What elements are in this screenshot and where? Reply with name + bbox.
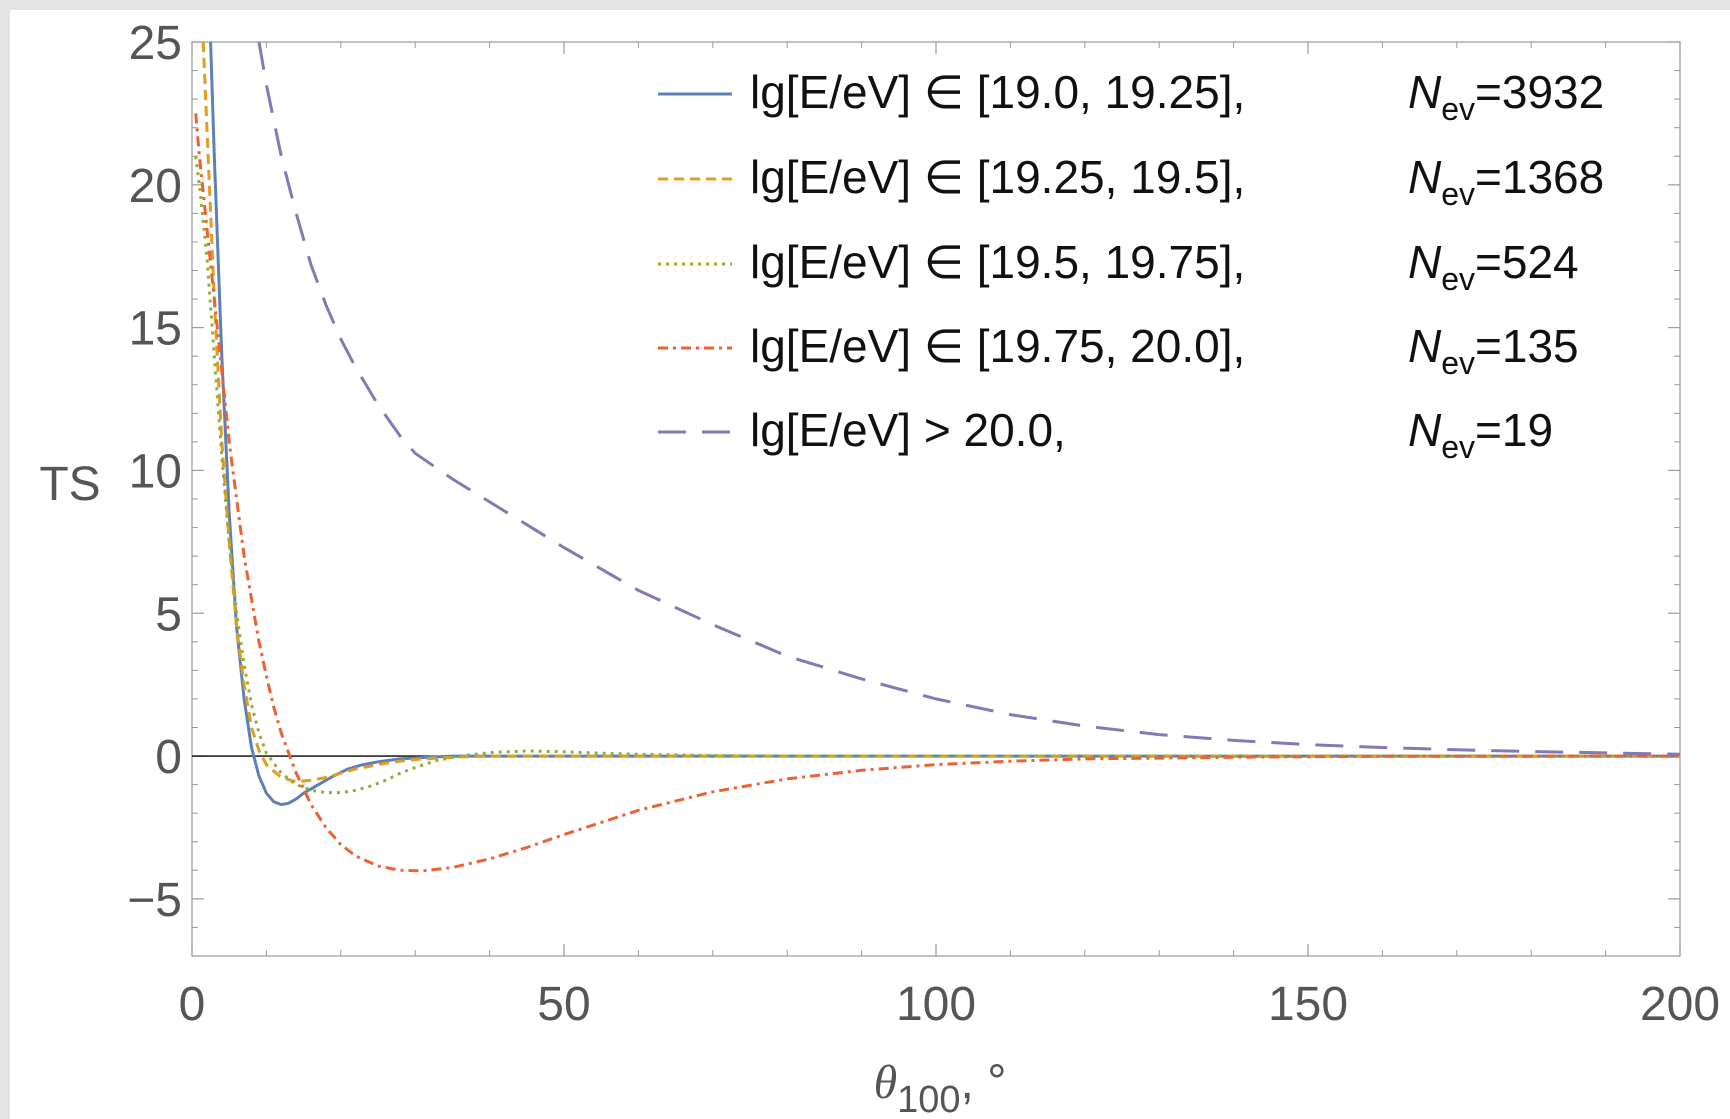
x-tick-label: 50 (537, 978, 590, 1031)
legend-count-value: =524 (1475, 236, 1579, 288)
series-line-3 (194, 156, 1680, 795)
x-tick-label: 0 (179, 978, 206, 1031)
legend-count-subscript: ev (1441, 176, 1475, 212)
legend-count-symbol: N (1408, 151, 1442, 203)
y-tick-label: 10 (129, 445, 182, 498)
y-tick-label: 25 (129, 17, 182, 70)
legend-count-subscript: ev (1441, 345, 1475, 381)
y-tick-label: 0 (155, 731, 182, 784)
legend-count-symbol: N (1408, 66, 1442, 118)
series-layer (194, 42, 1680, 873)
y-tick-label: −5 (127, 874, 182, 927)
x-axis-title-main: θ (874, 1056, 898, 1109)
legend-label-1: lg[E/eV] ∈ [19.0, 19.25], (750, 66, 1245, 118)
series-line-4 (194, 113, 1680, 873)
legend-count-5: Nev=19 (1408, 404, 1553, 465)
legend-label-3: lg[E/eV] ∈ [19.5, 19.75], (750, 236, 1245, 288)
x-tick-labels: 0 50 100 150 200 (179, 978, 1720, 1031)
legend-count-2: Nev=1368 (1408, 151, 1604, 212)
x-tick-label: 200 (1640, 978, 1720, 1031)
legend-count-4: Nev=135 (1408, 320, 1579, 381)
x-axis-title-tail: , ° (961, 1056, 1007, 1109)
x-axis-title: θ100, ° (874, 1056, 1007, 1119)
minor-ticks (192, 42, 1680, 957)
y-tick-labels: −5 0 5 10 15 20 25 (127, 17, 182, 927)
legend-count-symbol: N (1408, 404, 1442, 456)
legend-count-subscript: ev (1441, 91, 1475, 127)
legend-label-2: lg[E/eV] ∈ [19.25, 19.5], (750, 151, 1245, 203)
legend-count-value: =19 (1475, 404, 1553, 456)
legend-count-symbol: N (1408, 236, 1442, 288)
legend: lg[E/eV] ∈ [19.0, 19.25], Nev=3932lg[E/eV… (658, 66, 1604, 465)
legend-count-value: =1368 (1475, 151, 1604, 203)
legend-count-subscript: ev (1441, 261, 1475, 297)
x-tick-label: 100 (896, 978, 976, 1031)
y-tick-label: 20 (129, 160, 182, 213)
series-line-5 (257, 42, 1680, 756)
legend-count-3: Nev=524 (1408, 236, 1579, 297)
y-tick-label: 15 (129, 303, 182, 356)
plot-frame (191, 41, 1681, 957)
legend-count-value: =3932 (1475, 66, 1604, 118)
legend-count-1: Nev=3932 (1408, 66, 1604, 127)
legend-count-value: =135 (1475, 320, 1579, 372)
legend-label-4: lg[E/eV] ∈ [19.75, 20.0], (750, 320, 1245, 372)
figure-frame: 0 50 100 150 200 −5 0 5 10 15 20 25 lg[E/eV] ∈ [19… (10, 10, 1730, 1119)
legend-label-5: lg[E/eV] > 20.0, (750, 404, 1066, 456)
legend-count-symbol: N (1408, 320, 1442, 372)
x-axis-title-sub: 100 (897, 1079, 960, 1119)
legend-count-subscript: ev (1441, 429, 1475, 465)
y-tick-label: 5 (155, 588, 182, 641)
chart: 0 50 100 150 200 −5 0 5 10 15 20 25 lg[E/eV] ∈ [19… (39, 17, 1720, 1119)
y-axis-title: TS (39, 458, 100, 511)
x-tick-label: 150 (1268, 978, 1348, 1031)
